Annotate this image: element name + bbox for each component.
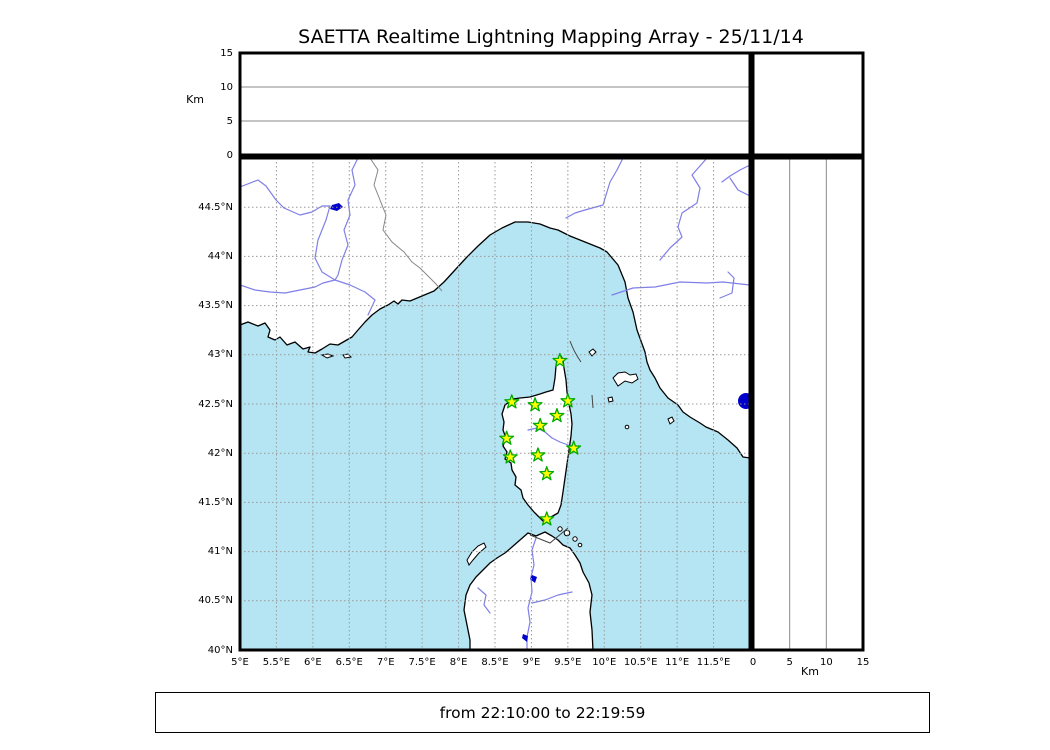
river <box>719 271 735 299</box>
river <box>334 158 359 281</box>
alt-lat-axis-label: Km <box>801 665 819 678</box>
lat-tick-label: 44.5°N <box>198 201 233 213</box>
alt-y-tick-label: 0 <box>226 149 233 161</box>
map-panel-frame <box>238 156 752 652</box>
river <box>240 179 376 316</box>
alt-lat-gridlines <box>789 158 827 650</box>
lma-station-marker <box>539 511 555 526</box>
elba-island <box>612 371 639 387</box>
giglio-island <box>667 416 675 425</box>
alt-y-tick-label: 15 <box>220 47 233 59</box>
river <box>721 164 750 183</box>
alt-x-tick-label: 10 <box>819 657 833 668</box>
corner-panel-frame <box>751 51 865 157</box>
lon-tick-label: 9°E <box>522 657 541 668</box>
sardinia-lake <box>522 634 528 642</box>
lon-tick-label: 7°E <box>376 657 395 668</box>
river <box>531 591 573 604</box>
river <box>729 177 750 197</box>
continent-coastline <box>240 158 750 459</box>
maddalena-island <box>557 526 563 532</box>
river <box>611 281 750 296</box>
lat-tick-label: 42.5°N <box>198 398 233 410</box>
lat-tick-label: 41°N <box>207 546 233 558</box>
alt-lon-axis-label: Km <box>186 93 204 106</box>
lma-station-marker <box>552 352 568 368</box>
station-markers <box>499 352 582 526</box>
pianosa-island <box>607 396 614 403</box>
river <box>526 537 537 650</box>
coast-annotation-line <box>569 340 582 363</box>
lon-tick-label: 10.5°E <box>623 657 658 668</box>
alt-x-tick-label: 5 <box>786 657 793 668</box>
map-geography <box>240 158 750 650</box>
lon-tick-label: 8.5°E <box>481 657 509 668</box>
sardinia-island <box>463 531 594 650</box>
lma-station-marker <box>504 394 520 409</box>
time-range-label: from 22:10:00 to 22:19:59 <box>439 703 646 722</box>
coast-annotation-line <box>529 527 569 544</box>
alt-lon-gridlines <box>240 86 750 122</box>
montecristo-island <box>624 424 630 430</box>
lon-tick-label: 5°E <box>231 657 249 668</box>
plot-title: SAETTA Realtime Lightning Mapping Array … <box>298 26 804 48</box>
lon-tick-label: 5.5°E <box>262 657 291 668</box>
lat-tick-label: 44°N <box>207 250 233 262</box>
lon-tick-label: 11.5°E <box>696 657 731 668</box>
lma-station-marker <box>566 440 582 455</box>
time-range-box: from 22:10:00 to 22:19:59 <box>155 692 930 733</box>
map-gridlines <box>240 158 750 650</box>
lon-tick-label: 8°E <box>449 657 468 668</box>
rivers <box>240 158 750 650</box>
corsica-island <box>501 355 573 522</box>
lat-tick-label: 40°N <box>207 644 233 656</box>
lat-tick-label: 42°N <box>207 447 233 459</box>
lat-tick-label: 41.5°N <box>198 496 233 508</box>
alt-lon-panel-frame <box>238 51 752 157</box>
river <box>565 158 624 219</box>
lma-station-marker <box>549 407 565 423</box>
lma-station-marker <box>532 417 548 433</box>
river <box>240 279 336 294</box>
asinara-island <box>466 542 487 566</box>
alt-y-tick-label: 10 <box>220 81 233 93</box>
lon-tick-label: 9.5°E <box>554 657 582 668</box>
maddalena-island <box>572 536 578 542</box>
lat-tick-label: 40.5°N <box>198 595 233 607</box>
lma-station-marker <box>502 449 518 464</box>
lon-tick-label: 11°E <box>665 657 690 668</box>
maddalena-island <box>563 529 571 537</box>
lake-bolsena <box>738 393 750 409</box>
lma-station-marker <box>499 430 515 445</box>
lma-station-marker <box>539 466 555 481</box>
maddalena-island <box>577 542 583 548</box>
alt-y-tick-label: 5 <box>226 115 233 127</box>
coast-annotation-line <box>591 394 594 409</box>
lma-station-marker <box>560 393 576 408</box>
lma-station-marker <box>530 447 546 462</box>
lma-station-marker <box>527 397 543 412</box>
country-border <box>369 158 443 292</box>
lat-tick-label: 43.5°N <box>198 300 233 312</box>
alt-x-tick-label: 0 <box>749 657 757 668</box>
lon-tick-label: 6.5°E <box>335 657 363 668</box>
alt-x-tick-label: 15 <box>856 657 870 668</box>
alt-lat-panel-frame <box>751 156 865 652</box>
lat-tick-label: 43°N <box>207 349 233 361</box>
capraia-island <box>588 348 597 357</box>
lake-coghinas <box>530 575 537 583</box>
lon-tick-label: 10°E <box>592 657 617 668</box>
lon-tick-label: 6°E <box>304 657 322 668</box>
lon-tick-label: 7.5°E <box>408 657 436 668</box>
river <box>477 587 491 614</box>
river <box>659 158 708 261</box>
